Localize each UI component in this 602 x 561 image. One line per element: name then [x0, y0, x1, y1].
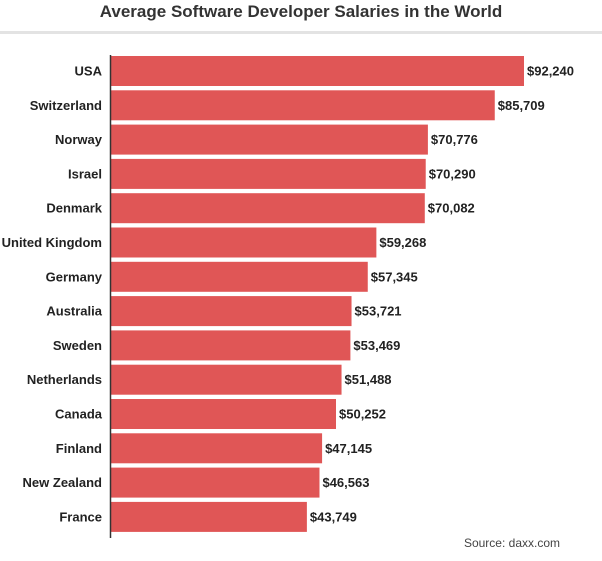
- value-label: $70,082: [428, 201, 475, 216]
- bar-new-zealand: [111, 467, 320, 498]
- category-label: USA: [75, 64, 103, 79]
- value-label: $51,488: [345, 372, 392, 387]
- bar-australia: [111, 296, 352, 327]
- title-divider: [0, 31, 602, 34]
- bar-france: [111, 501, 307, 532]
- category-label: United Kingdom: [2, 235, 102, 250]
- labels-layer: USA $92,240 Switzerland $85,709 Norway $70,77…: [2, 64, 574, 525]
- bar-finland: [111, 433, 323, 464]
- category-label: Norway: [55, 132, 103, 147]
- value-label: $50,252: [339, 407, 386, 422]
- category-label: Netherlands: [27, 372, 102, 387]
- value-label: $70,290: [429, 166, 476, 181]
- bar-sweden: [111, 330, 351, 361]
- category-label: Sweden: [53, 338, 102, 353]
- value-label: $85,709: [498, 98, 545, 113]
- category-label: France: [59, 509, 102, 524]
- category-label: Germany: [46, 269, 103, 284]
- bar-netherlands: [111, 364, 342, 395]
- value-label: $43,749: [310, 509, 357, 524]
- value-label: $47,145: [325, 441, 372, 456]
- bar-germany: [111, 261, 368, 292]
- value-label: $92,240: [527, 64, 574, 79]
- category-label: Finland: [56, 441, 102, 456]
- bar-united-kingdom: [111, 227, 377, 258]
- value-label: $46,563: [322, 475, 369, 490]
- category-label: Switzerland: [30, 98, 102, 113]
- source-note: Source: daxx.com: [463, 536, 560, 550]
- value-label: $70,776: [431, 132, 478, 147]
- category-label: Canada: [55, 407, 103, 422]
- bar-denmark: [111, 193, 425, 224]
- bar-canada: [111, 399, 337, 429]
- bar-usa: [111, 56, 524, 86]
- value-label: $53,469: [353, 338, 400, 353]
- bars-layer: [111, 56, 524, 532]
- bar-switzerland: [111, 90, 495, 121]
- category-label: Denmark: [46, 201, 102, 216]
- category-label: New Zealand: [23, 475, 103, 490]
- value-label: $57,345: [371, 269, 418, 284]
- bar-israel: [111, 158, 426, 189]
- chart-title: Average Software Developer Salaries in t…: [99, 2, 503, 21]
- category-label: Australia: [46, 304, 102, 319]
- value-label: $59,268: [379, 235, 426, 250]
- category-label: Israel: [68, 166, 102, 181]
- value-label: $53,721: [355, 304, 402, 319]
- bar-norway: [111, 124, 428, 155]
